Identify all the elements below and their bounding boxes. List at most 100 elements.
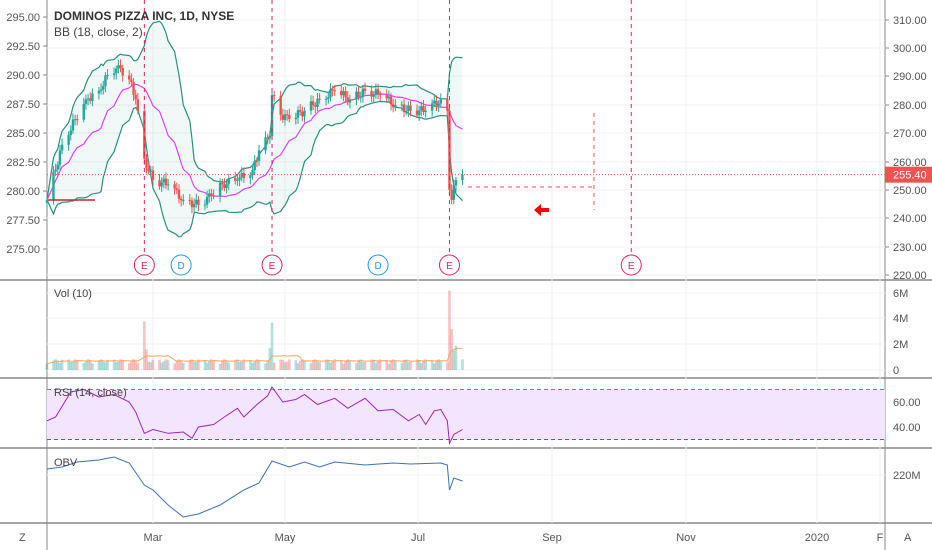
- candle-body: [73, 119, 77, 121]
- volume-bar: [205, 362, 209, 370]
- right-axis-tick-label: 230.00: [893, 242, 927, 254]
- candle-body: [119, 65, 122, 68]
- volume-bar: [223, 359, 226, 370]
- volume-bar: [181, 362, 185, 370]
- volume-bar: [266, 360, 269, 370]
- candle-body: [175, 188, 179, 190]
- left-axis-tick-label: 285.00: [6, 128, 40, 140]
- dividend-marker-label: D: [374, 261, 381, 272]
- volume-bar: [52, 360, 55, 370]
- candle-body: [251, 170, 254, 176]
- candle-body: [329, 89, 332, 98]
- volume-bar: [281, 359, 285, 370]
- candle-body: [394, 104, 397, 108]
- volume-bar: [344, 360, 347, 370]
- volume-tick-label: 6M: [893, 288, 908, 300]
- candle-body: [372, 94, 375, 97]
- candle-body: [283, 114, 287, 120]
- auto-scale-button[interactable]: A: [904, 532, 912, 544]
- candle-body: [439, 99, 443, 104]
- candle-body: [409, 105, 412, 111]
- volume-bar: [331, 361, 334, 370]
- left-axis-tick-label: 277.50: [6, 215, 40, 227]
- volume-bar: [106, 359, 109, 370]
- candle-body: [221, 182, 224, 185]
- bollinger-basis-line: [46, 83, 463, 201]
- volume-tick-label: 2M: [893, 339, 908, 351]
- candle-body: [136, 99, 140, 112]
- candle-body: [145, 158, 148, 168]
- candle-body: [82, 103, 85, 120]
- candle-body: [127, 75, 131, 80]
- volume-bar: [218, 363, 222, 370]
- left-axis-tick-label: 295.00: [6, 12, 40, 24]
- volume-bar: [318, 362, 321, 370]
- right-axis-tick-label: 270.00: [893, 128, 927, 140]
- candle-body: [333, 90, 336, 92]
- candle-body: [132, 81, 135, 95]
- volume-bar: [249, 359, 252, 370]
- candle-body: [272, 95, 276, 97]
- candle-body: [420, 106, 423, 111]
- zoom-button[interactable]: Z: [19, 532, 26, 544]
- volume-bar: [424, 359, 427, 370]
- volume-legend[interactable]: Vol (10): [54, 288, 92, 300]
- candle-body: [331, 89, 334, 91]
- candle-body: [359, 96, 362, 98]
- candle-body: [446, 99, 449, 111]
- volume-bar: [374, 362, 378, 370]
- x-tick-label: Sep: [542, 532, 562, 544]
- volume-bar: [164, 359, 168, 370]
- volume-bar: [88, 360, 92, 370]
- candle-body: [236, 180, 239, 182]
- volume-bar: [136, 363, 140, 370]
- candle-body: [240, 173, 243, 178]
- candle-body: [344, 91, 347, 98]
- candle-body: [97, 90, 101, 94]
- bollinger-fill: [47, 21, 463, 237]
- volume-bar: [454, 345, 458, 370]
- candle-body: [279, 95, 282, 115]
- rsi-legend[interactable]: RSI (14, close): [54, 387, 127, 399]
- volume-bar: [151, 359, 155, 370]
- volume-bar: [179, 360, 183, 370]
- volume-bar: [130, 360, 133, 370]
- candle-body: [318, 98, 321, 100]
- candle-body: [192, 203, 196, 208]
- x-tick-label: Jul: [411, 532, 425, 544]
- rsi-tick-label: 60.00: [893, 397, 921, 409]
- candle-body: [56, 164, 59, 170]
- volume-bar: [279, 359, 282, 370]
- candle-body: [225, 184, 228, 188]
- obv-legend[interactable]: OBV: [54, 457, 78, 469]
- volume-bar: [192, 361, 196, 370]
- candle-body: [205, 196, 209, 205]
- candle-body: [71, 119, 75, 131]
- volume-bar: [101, 361, 105, 370]
- volume-bar: [303, 360, 306, 370]
- volume-bar: [45, 363, 49, 370]
- volume-bar: [435, 360, 438, 370]
- candle-body: [54, 169, 57, 172]
- candle-body: [147, 167, 150, 172]
- volume-bar: [225, 361, 228, 370]
- candle-body: [238, 177, 241, 181]
- volume-bar: [385, 360, 389, 370]
- bollinger-legend[interactable]: BB (18, close, 2): [54, 25, 143, 39]
- candle-body: [210, 193, 213, 196]
- volume-bar: [372, 359, 376, 370]
- candle-body: [104, 75, 107, 87]
- volume-bar: [58, 362, 62, 370]
- volume-bar: [409, 361, 412, 370]
- volume-bar: [236, 359, 239, 370]
- volume-bar: [145, 349, 148, 370]
- volume-bar: [272, 362, 276, 370]
- left-axis-tick-label: 287.50: [6, 99, 40, 111]
- volume-bar: [119, 359, 122, 370]
- candle-body: [134, 94, 137, 100]
- candle-body: [281, 114, 285, 120]
- volume-bar: [54, 359, 57, 370]
- volume-bar: [363, 361, 367, 370]
- earnings-marker: [133, 254, 155, 276]
